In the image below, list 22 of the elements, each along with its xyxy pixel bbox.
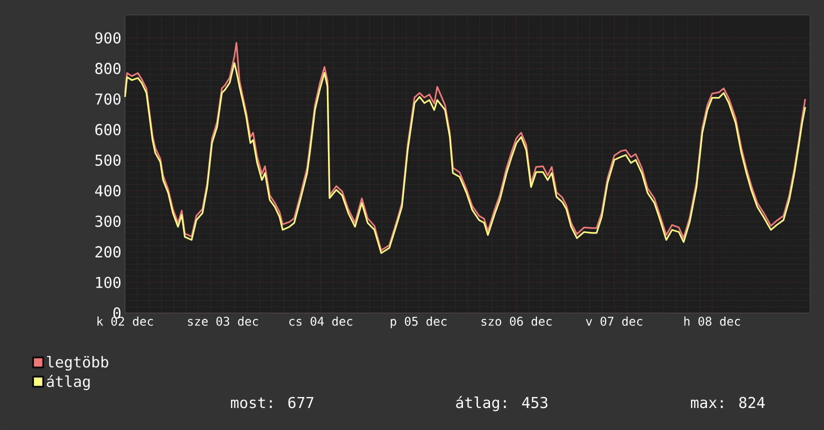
text: most: 677 xyxy=(231,396,314,408)
text: átlag: 453 xyxy=(456,396,548,412)
y-tick-label: 900 xyxy=(95,32,120,44)
y-tick-label: 800 xyxy=(95,62,120,74)
x-tick-label: v 07 dec xyxy=(586,316,642,326)
y-tick-label: 600 xyxy=(95,124,120,136)
y-tick-label: 500 xyxy=(95,154,120,166)
y-tick-label: 200 xyxy=(96,246,120,258)
y-tick-label: 100 xyxy=(96,276,120,288)
x-tick-label: cs 04 dec xyxy=(289,316,352,326)
legend-label: átlag xyxy=(46,374,90,390)
x-tick-label: h 08 dec xyxy=(684,316,740,326)
y-tick-label: 700 xyxy=(95,93,120,105)
legend-label: legtöbb xyxy=(47,356,108,371)
text: max: 824 xyxy=(691,396,765,408)
x-tick-label: sze 03 dec xyxy=(188,316,258,326)
x-tick-label: szo 06 dec xyxy=(482,316,552,326)
y-tick-label: 400 xyxy=(95,185,120,196)
x-tick-label: p 05 dec xyxy=(390,316,446,328)
y-tick-label: 0 xyxy=(113,307,120,319)
x-tick-label: k 02 dec xyxy=(97,316,153,326)
y-tick-label: 300 xyxy=(95,216,120,227)
